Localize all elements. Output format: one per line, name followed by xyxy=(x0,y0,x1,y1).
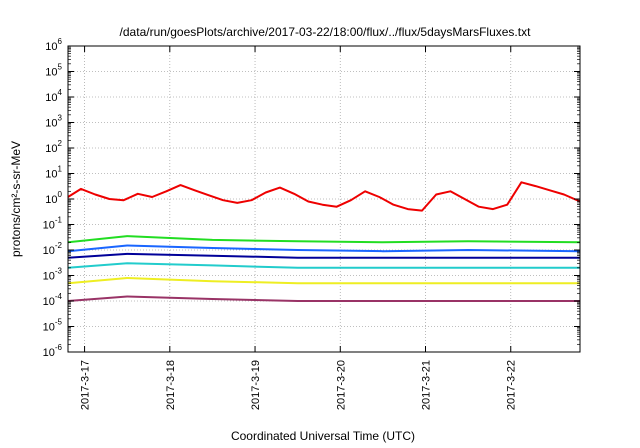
y-tick-label: 102 xyxy=(45,139,62,155)
y-tick-label: 10-4 xyxy=(43,292,63,308)
series-line xyxy=(67,295,580,302)
series-line xyxy=(67,244,581,253)
x-tick-label: 2017-3-18 xyxy=(165,360,177,410)
y-tick-label: 104 xyxy=(45,88,62,104)
series-line xyxy=(67,262,580,269)
y-tick-label: 10-2 xyxy=(43,241,63,257)
x-tick-label: 2017-3-22 xyxy=(506,360,518,410)
x-tick-label: 2017-3-21 xyxy=(421,360,433,410)
series-line xyxy=(67,235,581,244)
x-axis-label: Coordinated Universal Time (UTC) xyxy=(231,429,415,443)
y-tick-label: 10-6 xyxy=(43,343,63,359)
x-tick-labels: 2017-3-17 2017-3-18 2017-3-19 2017-3-20 2017… xyxy=(80,360,518,410)
y-tick-label: 10-3 xyxy=(43,267,63,283)
series-line xyxy=(67,181,581,212)
y-tick-label: 101 xyxy=(45,165,62,181)
y-tick-label: 100 xyxy=(45,190,62,206)
y-tick-label: 106 xyxy=(45,37,62,53)
y-tick-label: 103 xyxy=(45,114,62,130)
series-line xyxy=(67,277,580,285)
x-tick-label: 2017-3-17 xyxy=(80,360,92,410)
tick-marks xyxy=(68,45,580,353)
x-tick-label: 2017-3-19 xyxy=(250,360,262,410)
y-axis-label: protons/cm²-s-sr-MeV xyxy=(9,141,23,257)
y-tick-label: 10-5 xyxy=(43,318,63,334)
y-tick-label: 105 xyxy=(45,63,62,79)
grid xyxy=(68,46,580,352)
chart-title: /data/run/goesPlots/archive/2017-03-22/1… xyxy=(120,25,532,39)
y-tick-label: 10-1 xyxy=(43,216,63,232)
y-tick-labels: 10-6 10-5 10-4 10-3 10-2 10-1 100 101 102 103 104 1… xyxy=(43,37,63,359)
series-line xyxy=(67,252,580,259)
x-tick-label: 2017-3-20 xyxy=(335,360,347,410)
series-layer xyxy=(67,181,581,302)
